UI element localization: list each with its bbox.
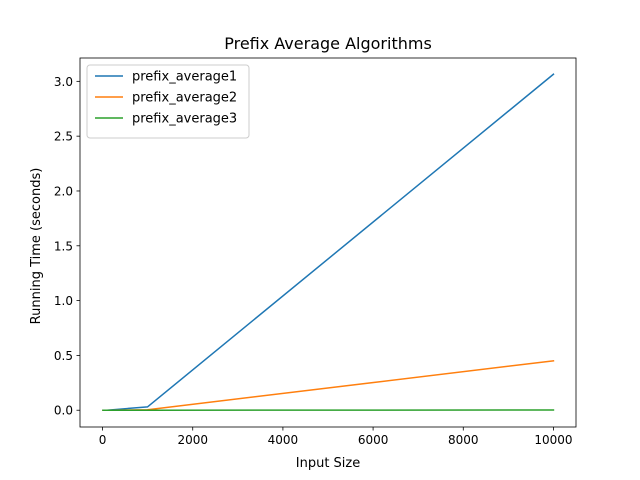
y-tick-label: 1.5 xyxy=(54,239,73,253)
y-tick-label: 1.0 xyxy=(54,294,73,308)
y-tick-label: 3.0 xyxy=(54,75,73,89)
y-tick-label: 0.5 xyxy=(54,349,73,363)
x-tick-label: 6000 xyxy=(358,433,389,447)
y-tick-label: 2.0 xyxy=(54,184,73,198)
x-tick-label: 4000 xyxy=(268,433,299,447)
x-tick-label: 10000 xyxy=(534,433,572,447)
x-tick-label: 8000 xyxy=(448,433,479,447)
y-tick-label: 0.0 xyxy=(54,404,73,418)
legend-label-prefix_average2: prefix_average2 xyxy=(132,91,237,106)
plot-area: 0 2000 4000 6000 8000 10000 0.0 0.5 1.0 1.5 2.0 2.5… xyxy=(54,57,577,447)
y-axis-label: Running Time (seconds) xyxy=(29,168,44,325)
x-axis-label: Input Size xyxy=(296,456,360,471)
legend-label-prefix_average1: prefix_average1 xyxy=(132,70,237,85)
legend-box xyxy=(86,64,250,139)
axes-frame xyxy=(79,57,577,428)
x-tick-label: 0 xyxy=(99,433,107,447)
y-tick-label: 2.5 xyxy=(54,130,73,144)
x-tick-label: 2000 xyxy=(177,433,208,447)
legend-label-prefix_average3: prefix_average3 xyxy=(132,112,237,127)
legend: prefix_average1 prefix_average2 prefix_ave… xyxy=(86,64,250,139)
chart-title: Prefix Average Algorithms xyxy=(224,34,432,53)
